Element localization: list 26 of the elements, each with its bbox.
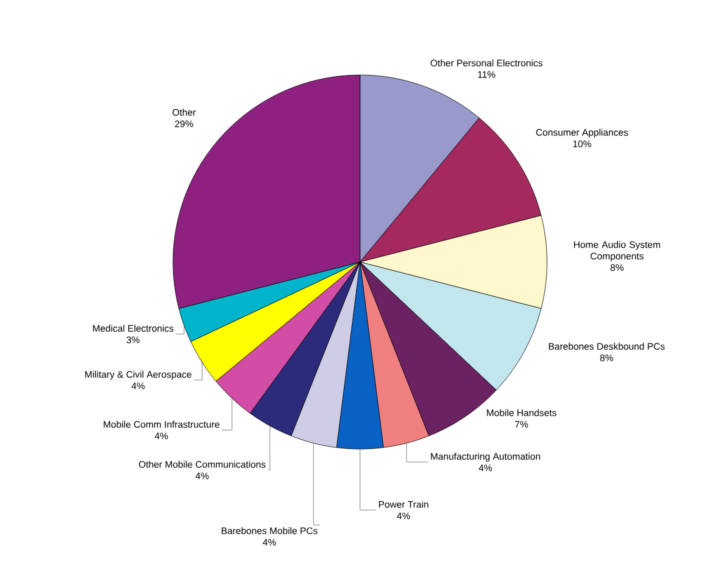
data-label: 3% [126,336,140,344]
slice-label: Other Mobile Communications [138,460,266,468]
data-label: 8% [600,354,614,362]
data-label: 4% [396,512,410,520]
slice-label: Military & Civil Aerospace [85,370,192,380]
data-label: 11% [478,71,496,78]
data-label: 10% [573,140,592,148]
slice-label: Mobile Handsets [486,409,556,416]
data-label: 8% [610,264,624,271]
data-label: 4% [262,538,276,546]
slice-label: Manufacturing Automation [430,452,540,462]
slice-label: Other Personal Electronics [430,59,542,66]
slice-label: Barebones Deskbound PCs [548,342,665,350]
slice-label: Other [172,108,196,116]
data-label: 4% [154,432,168,440]
data-label: 7% [515,420,528,428]
slice-label: Power Train [378,500,428,508]
data-label: 4% [196,472,209,480]
data-label: 29% [175,120,194,128]
data-label: 4% [132,382,145,390]
data-label: 4% [478,464,492,472]
slice-label: Barebones Mobile PCs [222,527,318,534]
slice-label: Mobile Comm Infrastructure [104,420,220,428]
slice-label: Medical Electronics [93,324,174,332]
slice-label: Consumer Appliances [536,128,628,138]
slice-label: Home Audio System Components [574,241,660,262]
